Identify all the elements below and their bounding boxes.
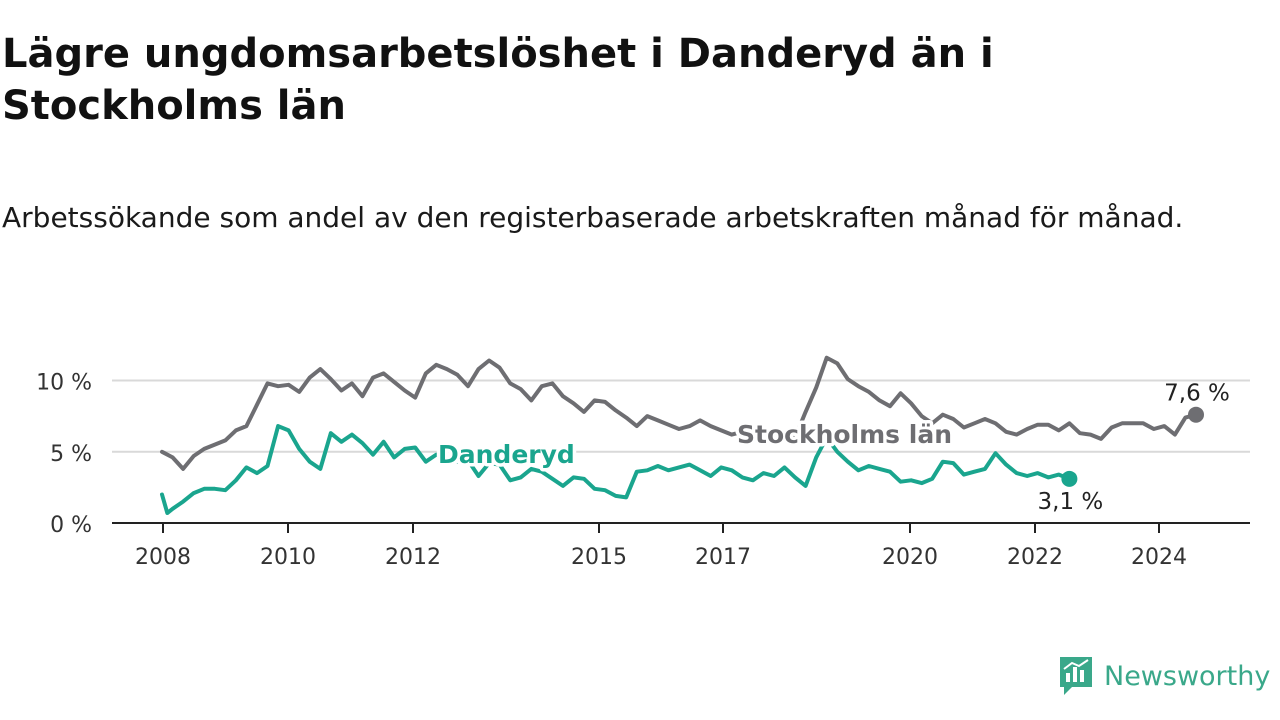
- x-tick-label: 2010: [260, 545, 316, 570]
- y-tick-label: 0 %: [50, 513, 92, 538]
- y-tick-label: 10 %: [36, 371, 92, 396]
- series-line-danderyd: [160, 424, 1072, 515]
- newsworthy-logo-icon: [1060, 657, 1092, 695]
- y-tick-label: 5 %: [50, 442, 92, 467]
- x-tick-label: 2022: [1007, 545, 1063, 570]
- series-lines: [160, 355, 1198, 515]
- brand-name: Newsworthy: [1104, 660, 1271, 692]
- chart-subtitle: Arbetssökande som andel av den registerb…: [2, 201, 1184, 234]
- x-tick-label: 2024: [1131, 545, 1187, 570]
- series-label-stockholm: Stockholms län: [737, 420, 952, 449]
- gridlines: [112, 379, 1250, 453]
- end-value-label-stockholm: 7,6 %: [1164, 381, 1230, 407]
- end-marker-stockholm: [1188, 406, 1204, 423]
- series-line-stockholm: [160, 355, 1198, 471]
- chart-title: Lägre ungdomsarbetslöshet i Danderyd än …: [2, 31, 994, 129]
- end-marker-danderyd: [1061, 470, 1078, 487]
- x-tick-label: 2017: [695, 545, 751, 570]
- brand: Newsworthy: [1058, 654, 1270, 698]
- labels: 7,6 % 3,1 % Stockholms län Danderyd: [435, 381, 1230, 515]
- x-tick-label: 2020: [882, 545, 938, 570]
- x-tick-label: 2015: [571, 545, 627, 570]
- axes: 0 % 5 % 10 % 2008 2010 2012 2015 2017 2020 2022 20…: [36, 371, 1250, 570]
- x-tick-label: 2008: [135, 545, 191, 570]
- x-tick-label: 2012: [385, 545, 441, 570]
- end-value-label-danderyd: 3,1 %: [1038, 489, 1104, 515]
- series-label-danderyd: Danderyd: [438, 440, 575, 469]
